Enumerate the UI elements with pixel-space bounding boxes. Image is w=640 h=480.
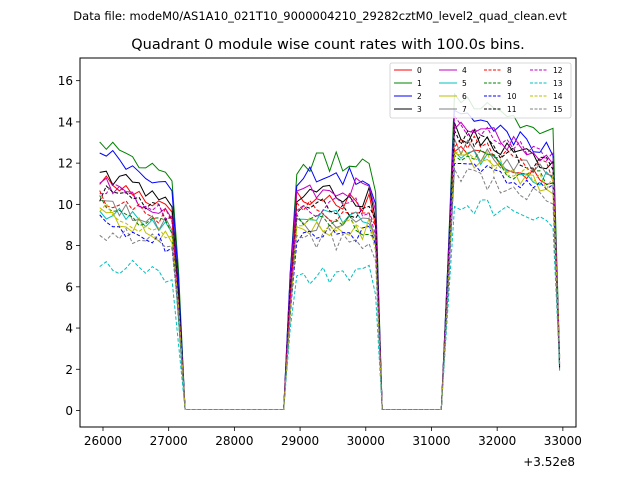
series-line-2 [99,109,561,410]
series-line-11 [99,130,561,410]
x-tick-label: 30000 [347,434,385,448]
y-tick-label: 0 [65,404,73,418]
x-offset-label: +3.52e8 [523,455,575,469]
series-line-14 [99,151,561,410]
legend-label-13: 13 [553,79,563,88]
axes-frame [79,57,577,428]
legend-label-6: 6 [462,92,467,101]
legend-label-1: 1 [417,79,422,88]
y-tick-label: 4 [65,322,73,336]
series-line-15 [99,167,561,410]
y-tick-label: 14 [58,115,73,129]
x-axis: 26000 27000 28000 29000 30000 31000 32000 33000 [84,427,582,448]
y-tick-label: 12 [58,157,73,171]
x-tick-label: 26000 [84,434,122,448]
series-line-10 [99,163,561,410]
legend-label-12: 12 [553,66,563,75]
series-lines [99,92,561,410]
legend-label-2: 2 [417,92,422,101]
series-line-3 [99,122,561,410]
legend-label-3: 3 [417,105,422,114]
y-tick-label: 10 [58,198,73,212]
y-tick-label: 8 [65,239,73,253]
series-line-13 [99,199,561,410]
x-tick-label: 32000 [478,434,516,448]
legend-label-7: 7 [462,105,467,114]
x-tick-label: 29000 [281,434,319,448]
legend-label-5: 5 [462,79,467,88]
legend-label-0: 0 [417,66,422,75]
legend-label-4: 4 [462,66,467,75]
legend-label-8: 8 [507,66,512,75]
legend-label-14: 14 [553,92,563,101]
y-tick-label: 16 [58,74,73,88]
series-line-12 [99,114,561,410]
y-tick-label: 2 [65,363,73,377]
legend-label-9: 9 [507,79,512,88]
legend-label-11: 11 [507,105,517,114]
legend-frame [389,62,572,119]
chart-title: Quadrant 0 module wise count rates with … [131,37,525,53]
y-axis: 0 2 4 6 8 10 12 14 16 [58,74,80,418]
legend-label-15: 15 [553,105,563,114]
x-tick-label: 28000 [215,434,253,448]
legend-label-10: 10 [507,92,517,101]
x-tick-label: 27000 [150,434,188,448]
x-tick-label: 31000 [412,434,450,448]
data-file-label: Data file: modeM0/AS1A10_021T10_90000042… [73,9,567,23]
y-tick-label: 6 [65,280,73,294]
x-tick-label: 33000 [544,434,582,448]
